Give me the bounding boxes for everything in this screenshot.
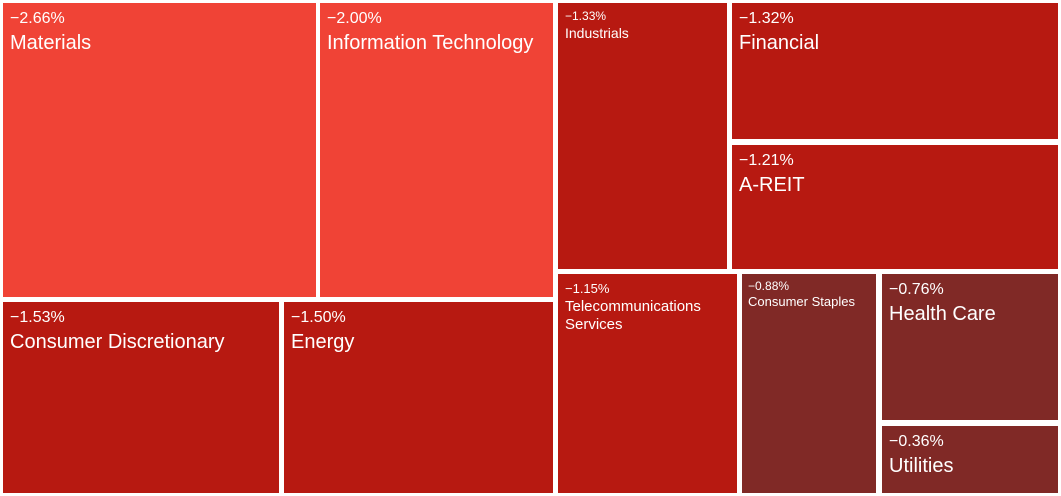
tile-change-label: −2.66% bbox=[10, 10, 65, 27]
tile-energy[interactable]: −1.50% Energy bbox=[284, 302, 553, 493]
tile-sector-label: Telecommunications Services bbox=[565, 298, 701, 333]
tile-sector-label: Health Care bbox=[889, 303, 996, 325]
tile-information-technology[interactable]: −2.00% Information Technology bbox=[320, 3, 553, 297]
tile-change-label: −1.33% bbox=[565, 9, 607, 23]
tile-change-label: −0.76% bbox=[889, 281, 944, 298]
tile-a-reit[interactable]: −1.21% A-REIT bbox=[732, 145, 1058, 269]
tile-change-label: −1.32% bbox=[739, 10, 794, 27]
tile-consumer-discretionary[interactable]: −1.53% Consumer Discretionary bbox=[3, 302, 279, 493]
tile-change-label: −1.21% bbox=[739, 152, 794, 169]
tile-sector-label: Energy bbox=[291, 331, 355, 353]
tile-sector-label: Consumer Staples bbox=[748, 294, 855, 309]
tile-sector-label: A-REIT bbox=[739, 174, 805, 196]
tile-consumer-staples[interactable]: −0.88% Consumer Staples bbox=[742, 274, 876, 493]
tile-industrials[interactable]: −1.33% Industrials bbox=[558, 3, 727, 269]
tile-financial[interactable]: −1.32% Financial bbox=[732, 3, 1058, 139]
tile-sector-label: Industrials bbox=[565, 25, 629, 41]
tile-sector-label: Materials bbox=[10, 32, 92, 54]
tile-change-label: −1.50% bbox=[291, 309, 346, 326]
tile-sector-label: Financial bbox=[739, 32, 820, 54]
tile-sector-label: Utilities bbox=[889, 455, 954, 477]
tile-change-label: −1.53% bbox=[10, 309, 65, 326]
tile-telecommunications-services[interactable]: −1.15% Telecommunications Services bbox=[558, 274, 737, 493]
tile-utilities[interactable]: −0.36% Utilities bbox=[882, 426, 1058, 493]
tile-change-label: −1.15% bbox=[565, 281, 610, 296]
tile-change-label: −2.00% bbox=[327, 10, 382, 27]
tile-sector-label: Consumer Discretionary bbox=[10, 331, 225, 353]
tile-change-label: −0.88% bbox=[748, 279, 790, 293]
tile-change-label: −0.36% bbox=[889, 433, 944, 450]
tile-health-care[interactable]: −0.76% Health Care bbox=[882, 274, 1058, 420]
tile-materials[interactable]: −2.66% Materials bbox=[3, 3, 316, 297]
tile-sector-label: Information Technology bbox=[327, 32, 534, 54]
